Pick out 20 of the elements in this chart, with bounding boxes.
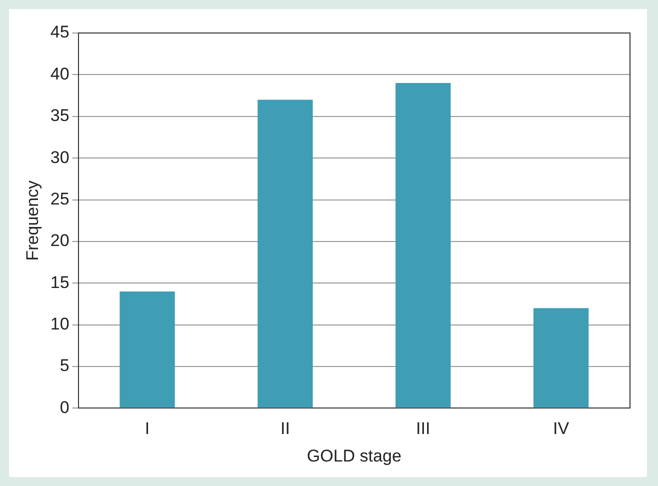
y-tick-label: 30 (50, 148, 70, 167)
y-axis-title: Frequency (22, 180, 42, 261)
x-axis-title: GOLD stage (306, 446, 402, 466)
bar (120, 291, 175, 408)
x-tick-label: I (144, 419, 150, 438)
bar (533, 308, 589, 408)
y-tick-label: 40 (50, 64, 70, 84)
bar (258, 100, 313, 408)
y-tick-label: 5 (60, 356, 70, 376)
bar (396, 83, 451, 408)
y-tick-label: 20 (50, 231, 70, 250)
y-tick-label: 10 (50, 314, 70, 334)
x-tick-label: IV (553, 419, 570, 438)
y-tick-label: 35 (50, 106, 70, 126)
x-tick-label: III (416, 419, 430, 438)
x-tick-label: II (280, 419, 290, 438)
y-tick-label: 15 (50, 272, 70, 292)
y-tick-label: 25 (50, 189, 70, 208)
y-tick-label: 0 (60, 398, 70, 417)
y-tick-label: 45 (50, 22, 70, 42)
